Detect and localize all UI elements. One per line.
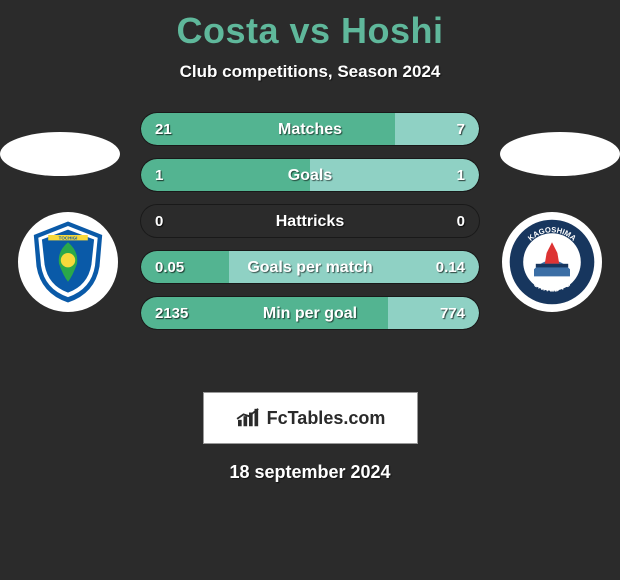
club-badge-right: KAGOSHIMA UNITED FC: [502, 212, 602, 312]
stat-row: 0 0Hattricks: [140, 204, 480, 238]
stat-bar-left: [141, 159, 310, 191]
comparison-area: TOCHIGI KAGOSHIMA UNITED FC 217Matches 11…: [0, 112, 620, 382]
kagoshima-united-icon: KAGOSHIMA UNITED FC: [507, 217, 597, 307]
stat-row: 2135774Min per goal: [140, 296, 480, 330]
page-subtitle: Club competitions, Season 2024: [0, 62, 620, 82]
stat-bar-left: [141, 297, 388, 329]
page-title: Costa vs Hoshi: [0, 0, 620, 52]
stat-value-right: 0: [457, 205, 465, 238]
footer-date: 18 september 2024: [0, 462, 620, 483]
stats-bars: 217Matches 11Goals 0 0Hattricks 0.050.14Goal…: [140, 112, 480, 342]
branding-text: FcTables.com: [267, 408, 386, 429]
player-left-avatar: [0, 132, 120, 176]
chart-icon: [235, 407, 263, 429]
player-right-avatar: [500, 132, 620, 176]
stat-bar-right: [395, 113, 480, 145]
stat-row: 0.050.14Goals per match: [140, 250, 480, 284]
branding-box: FcTables.com: [203, 392, 418, 444]
stat-row: 11Goals: [140, 158, 480, 192]
stat-row: 217Matches: [140, 112, 480, 146]
stat-bar-right: [229, 251, 479, 283]
svg-text:TOCHIGI: TOCHIGI: [59, 236, 78, 241]
stat-bar-left: [141, 113, 395, 145]
stat-bar-right: [388, 297, 479, 329]
stat-value-left: 0: [155, 205, 163, 238]
stat-bar-right: [310, 159, 479, 191]
stat-label: Hattricks: [141, 205, 479, 238]
stat-bar-left: [141, 251, 229, 283]
club-badge-left: TOCHIGI: [18, 212, 118, 312]
tochigi-sc-icon: TOCHIGI: [23, 217, 113, 307]
